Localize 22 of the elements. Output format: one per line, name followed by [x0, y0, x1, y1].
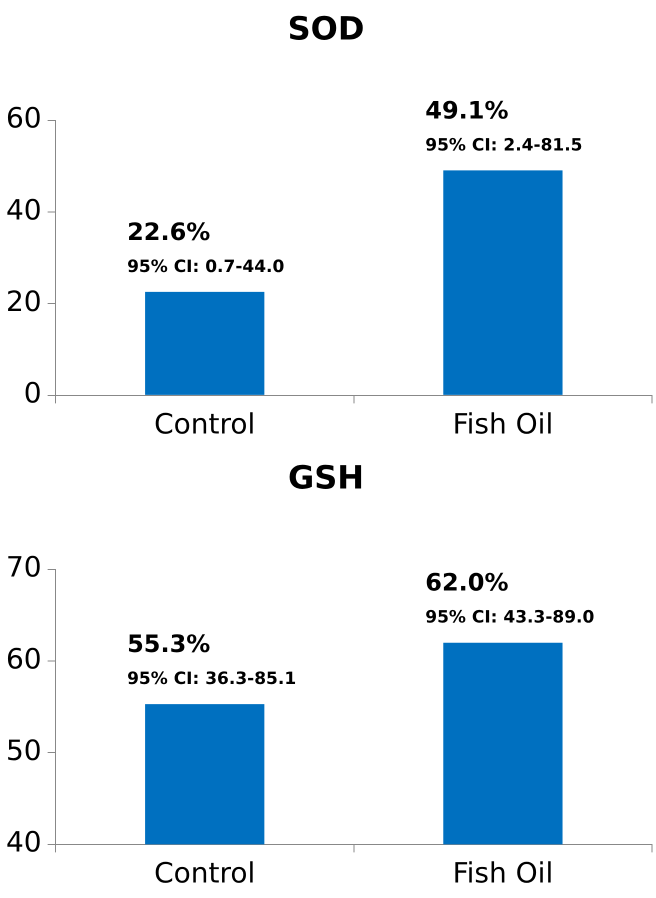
x-tick-label: Fish Oil	[452, 407, 554, 440]
annotation: 95% CI: 2.4-81.5	[425, 135, 583, 156]
chart-title: GSH	[288, 458, 364, 497]
y-tick-label: 40	[6, 193, 42, 226]
x-tick-label: Control	[154, 407, 256, 440]
y-tick-label: 60	[6, 642, 42, 676]
y-tick-label: 0	[24, 376, 42, 410]
data-label: 49.1%	[425, 96, 509, 124]
y-tick-label: 50	[6, 734, 42, 768]
x-tick-label: Control	[154, 856, 256, 890]
y-tick-label: 20	[6, 285, 42, 318]
annotation: 95% CI: 36.3-85.1	[127, 669, 296, 690]
y-tick-label: 70	[6, 550, 42, 584]
data-label: 55.3%	[127, 630, 210, 658]
annotation: 95% CI: 0.7-44.0	[127, 256, 284, 277]
data-label: 22.6%	[127, 218, 210, 246]
annotation: 95% CI: 43.3-89.0	[425, 608, 595, 628]
y-tick-label: 60	[6, 102, 42, 135]
chart-title: SOD	[288, 10, 364, 48]
data-label: 62.0%	[425, 568, 509, 597]
y-tick-label: 40	[6, 826, 42, 859]
x-tick-label: Fish Oil	[452, 856, 554, 890]
